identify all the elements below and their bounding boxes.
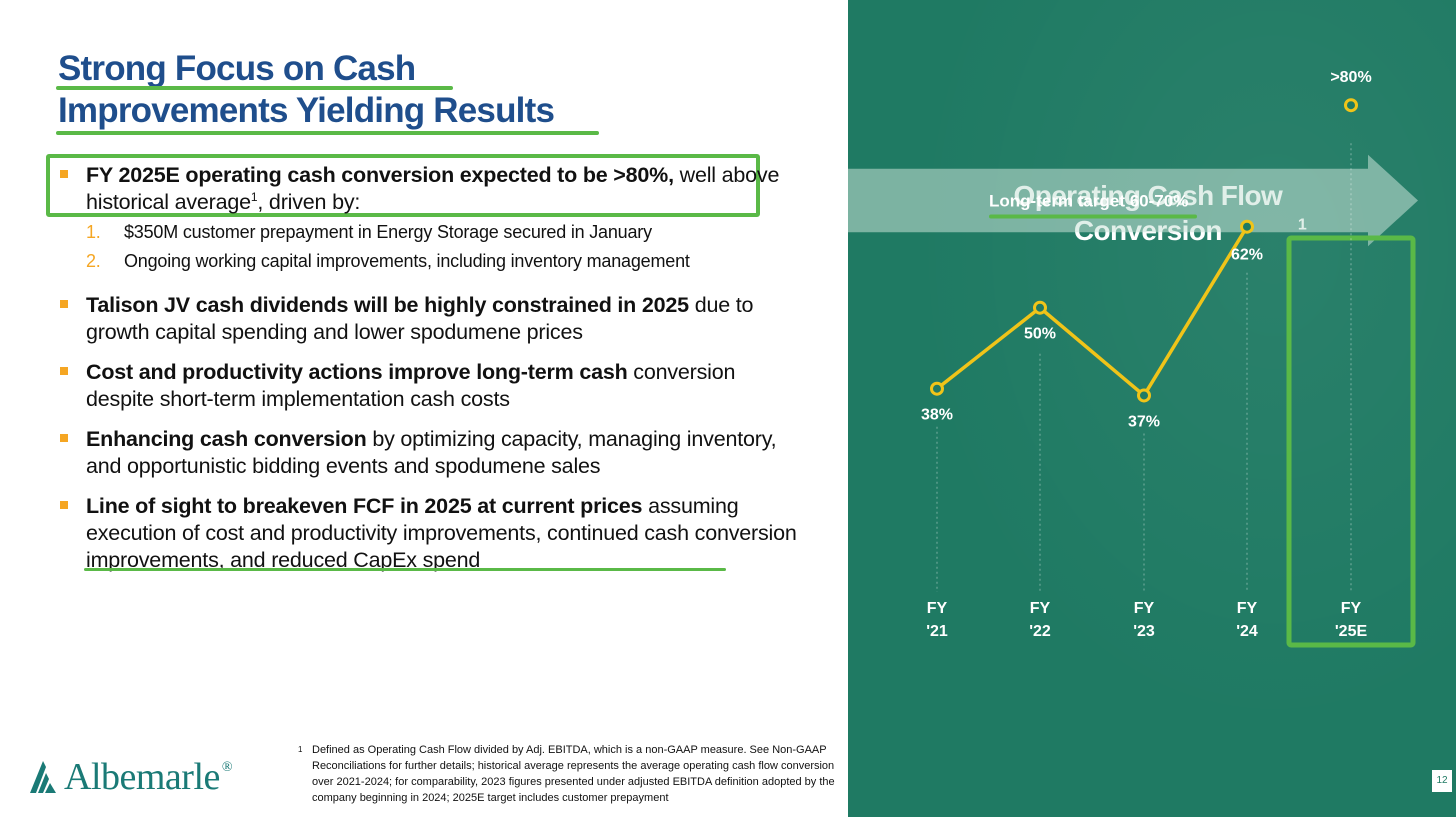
x-tick-label: '23 [1133, 623, 1155, 640]
target-label: Long-term target 60-70% [989, 191, 1188, 210]
panel-shade [848, 0, 1456, 817]
logo-registered: ® [221, 760, 233, 775]
sub-item-number: 1. [86, 222, 101, 242]
data-point [1033, 300, 1047, 315]
bullet-item: Line of sight to breakeven FCF in 2025 a… [60, 493, 800, 574]
x-tick-label: '25E [1335, 623, 1368, 640]
bullet-text: due to growth capital spending and lower… [86, 293, 754, 344]
bullet-item: Cost and productivity actions improve lo… [60, 359, 800, 413]
data-point [1240, 219, 1254, 234]
title-line-2: Improvements Yielding Results [58, 91, 555, 130]
x-tick-label: FY [1134, 600, 1155, 617]
footnote-ref: 1 [250, 189, 258, 204]
target-underline [989, 214, 1197, 219]
title-underline-2 [56, 131, 599, 135]
sub-list: 1. $350M customer prepayment in Energy S… [86, 220, 800, 274]
footnote-mark: 1 [298, 745, 303, 754]
page-number: 12 [1432, 770, 1452, 792]
footnote: 1 Defined as Operating Cash Flow divided… [298, 742, 838, 806]
x-tick-label: '21 [926, 623, 948, 640]
sub-item: 1. $350M customer prepayment in Energy S… [86, 220, 800, 245]
bullet-text: by optimizing capacity, managing invento… [86, 427, 777, 478]
x-tick-label: FY [1030, 600, 1051, 617]
target-arrow [848, 154, 1418, 247]
bullet-item: FY 2025E operating cash conversion expec… [60, 162, 800, 274]
cash-conversion-chart: Long-term target 60-70% 38% 50% 37% 62% >80% F… [848, 69, 1418, 648]
albemarle-logo: Albemarle ® [28, 756, 233, 798]
x-tick-label: '24 [1236, 623, 1258, 640]
data-label: 50% [1024, 326, 1056, 343]
footnote-text: Defined as Operating Cash Flow divided b… [312, 744, 835, 804]
bullet-marker [60, 170, 68, 178]
bullet-marker [60, 367, 68, 375]
x-tick-label: FY [1341, 600, 1362, 617]
bullet-text: conversion despite short-term implementa… [86, 360, 736, 411]
bullet-marker [60, 300, 68, 308]
bullet-list: FY 2025E operating cash conversion expec… [60, 162, 800, 587]
forecast-highlight-box [1286, 235, 1416, 648]
bullet-bold: Enhancing cash conversion [86, 427, 367, 451]
bullet-text-end: , driven by: [257, 190, 361, 214]
left-panel: Strong Focus on Cash Improvements Yieldi… [28, 48, 838, 806]
breakeven-underline [84, 568, 726, 571]
page-title: Strong Focus on Cash Improvements Yieldi… [58, 48, 555, 132]
logo-mark-icon [30, 761, 56, 793]
data-point [1137, 388, 1151, 403]
x-tick-label: FY [1237, 600, 1258, 617]
data-label: 62% [1231, 247, 1263, 264]
data-label: 38% [921, 407, 953, 424]
bullet-bold: Cost and productivity actions improve lo… [86, 360, 628, 384]
bullet-marker [60, 501, 68, 509]
highlight-box [46, 154, 760, 217]
sub-item-text: Ongoing working capital improvements, in… [124, 251, 690, 271]
bullet-bold: Line of sight to breakeven FCF in 2025 a… [86, 494, 643, 518]
data-label: >80% [1330, 69, 1371, 86]
chart-panel: Operating Cash Flow Conversion1 Long-ter… [848, 0, 1456, 817]
bullet-bold: Talison JV cash dividends will be highly… [86, 293, 689, 317]
data-point [930, 381, 944, 396]
bullet-marker [60, 434, 68, 442]
sub-item-number: 2. [86, 251, 101, 271]
sub-item: 2. Ongoing working capital improvements,… [86, 249, 800, 274]
title-line-1: Strong Focus on Cash [58, 49, 416, 88]
data-point [1344, 98, 1358, 113]
x-tick-label: '22 [1029, 623, 1051, 640]
sub-item-text: $350M customer prepayment in Energy Stor… [124, 222, 652, 242]
logo-text: Albemarle [64, 756, 220, 798]
x-tick-label: FY [927, 600, 948, 617]
bullet-item: Enhancing cash conversion by optimizing … [60, 426, 800, 480]
bullet-text: well above historical average [86, 163, 780, 214]
series-line [935, 225, 1249, 399]
title-underline-1 [56, 86, 453, 90]
bullet-item: Talison JV cash dividends will be highly… [60, 292, 800, 346]
bullet-bold: FY 2025E operating cash conversion expec… [86, 163, 674, 187]
data-label: 37% [1128, 413, 1160, 430]
